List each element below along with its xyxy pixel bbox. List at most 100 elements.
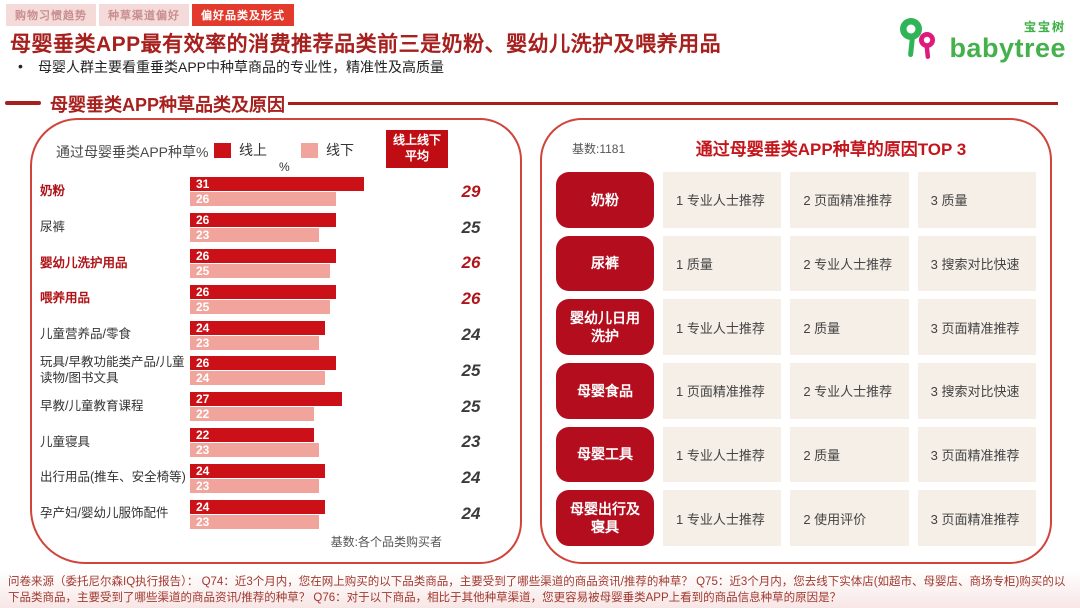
category-pill: 奶粉 — [556, 172, 654, 228]
reason-row: 母婴出行及 寝具 1 专业人士推荐 2 使用评价 3 页面精准推荐 — [556, 490, 1036, 547]
section-header: 母婴垂类APP种草品类及原因 — [0, 90, 1080, 116]
reason-cell: 3 页面精准推荐 — [917, 426, 1036, 483]
online-bar: 24 — [190, 499, 325, 514]
offline-bar: 23 — [190, 442, 320, 457]
babytree-logo-icon — [900, 18, 936, 59]
reason-cell: 1 页面精准推荐 — [663, 363, 782, 419]
reason-cell: 2 专业人士推荐 — [790, 235, 909, 292]
category-pill: 母婴工具 — [556, 426, 654, 483]
chart-row: 玩具/早教功能类产品/儿童读物/图书文具 26 24 25 — [40, 353, 514, 389]
legend-online-label: 线上 — [239, 142, 267, 158]
section-title: 母婴垂类APP种草品类及原因 — [50, 95, 286, 115]
offline-value: 23 — [196, 228, 210, 243]
offline-value: 25 — [196, 299, 210, 314]
category-label: 尿裤 — [40, 219, 66, 234]
offline-bar: 26 — [190, 192, 336, 207]
online-value: 22 — [196, 427, 210, 442]
reason-row: 尿裤 1 质量 2 专业人士推荐 3 搜索对比快速 — [556, 235, 1036, 292]
offline-bar: 23 — [190, 335, 320, 350]
online-bar: 24 — [190, 320, 325, 335]
offline-bar: 23 — [190, 514, 320, 529]
offline-bar: 23 — [190, 228, 320, 243]
online-value: 27 — [196, 392, 210, 407]
bar-group: 22 23 — [190, 427, 440, 457]
bullet-dot: • — [18, 58, 23, 74]
offline-bar: 24 — [190, 371, 325, 386]
online-value: 26 — [196, 356, 210, 371]
average-value: 24 — [461, 325, 481, 345]
offline-value: 24 — [196, 371, 210, 386]
bar-group: 27 22 — [190, 392, 440, 422]
online-bar: 27 — [190, 392, 342, 407]
online-value: 26 — [196, 248, 210, 263]
reason-cell: 2 质量 — [790, 426, 909, 483]
offline-value: 23 — [196, 478, 210, 493]
category-label: 喂养用品 — [40, 291, 91, 306]
online-bar: 24 — [190, 463, 325, 478]
offline-bar: 23 — [190, 478, 320, 493]
chart-row: 儿童寝具 22 23 23 — [40, 425, 514, 461]
chart-row: 早教/儿童教育课程 27 22 25 — [40, 389, 514, 425]
bar-group: 24 23 — [190, 499, 440, 529]
chart-row: 喂养用品 26 25 26 — [40, 281, 514, 317]
online-bar: 22 — [190, 427, 314, 442]
offline-swatch-icon — [301, 142, 318, 158]
offline-bar: 25 — [190, 263, 331, 278]
reason-row: 婴幼儿日用 洗护 1 专业人士推荐 2 质量 3 页面精准推荐 — [556, 299, 1036, 356]
subtitle-bullet: 母婴人群主要看重垂类APP中种草商品的专业性，精准性及高质量 — [38, 59, 445, 75]
online-value: 24 — [196, 499, 210, 514]
average-column-header: 线上线下 平均 — [386, 130, 448, 168]
average-value: 25 — [461, 217, 481, 237]
average-value: 23 — [461, 432, 481, 452]
online-bar: 31 — [190, 177, 364, 192]
category-label: 奶粉 — [40, 184, 66, 199]
average-value: 24 — [461, 468, 481, 488]
offline-value: 25 — [196, 263, 210, 278]
bar-group: 24 23 — [190, 320, 440, 350]
category-pill: 母婴食品 — [556, 363, 654, 419]
legend-item-offline: 线下 — [301, 140, 354, 160]
bar-group: 31 26 — [190, 177, 440, 207]
chart-legend: 线上 线下 — [214, 140, 354, 160]
category-label: 出行用品(推车、安全椅等) — [40, 470, 186, 485]
tab-3[interactable]: 偏好品类及形式 — [192, 4, 294, 26]
chart-row: 尿裤 26 23 25 — [40, 210, 514, 246]
chart-row: 孕产妇/婴幼儿服饰配件 24 23 24 — [40, 496, 514, 532]
bar-group: 26 23 — [190, 213, 440, 243]
source-footnote: 问卷来源（委托尼尔森IQ执行报告）： Q74：近3个月内，您在网上购买的以下品类… — [0, 570, 1080, 608]
chart-row: 奶粉 31 26 29 — [40, 174, 514, 210]
offline-value: 26 — [196, 192, 210, 207]
average-value: 24 — [461, 504, 481, 524]
reason-cell: 1 专业人士推荐 — [663, 299, 782, 356]
online-value: 24 — [196, 463, 210, 478]
average-value: 29 — [461, 181, 481, 201]
online-value: 26 — [196, 284, 210, 299]
category-label: 儿童寝具 — [40, 434, 91, 449]
reason-cell: 3 搜索对比快速 — [917, 235, 1036, 292]
tab-2[interactable]: 种草渠道偏好 — [99, 4, 189, 26]
reason-cell: 2 页面精准推荐 — [790, 172, 909, 228]
category-pill: 尿裤 — [556, 235, 654, 292]
average-value: 25 — [461, 396, 481, 416]
online-bar: 26 — [190, 284, 336, 299]
page-title: 母婴垂类APP最有效率的消费推荐品类前三是奶粉、婴幼儿洗护及喂养用品 — [10, 33, 722, 56]
tabs: 购物习惯趋势 种草渠道偏好 偏好品类及形式 — [6, 4, 294, 26]
reason-cell: 2 质量 — [790, 299, 909, 356]
online-bar: 26 — [190, 248, 336, 263]
logo-en-text: babytree — [949, 33, 1066, 63]
babytree-wordmark: 宝宝树 babytree — [949, 21, 1066, 62]
legend-item-online: 线上 — [214, 140, 267, 160]
bar-group: 26 25 — [190, 284, 440, 314]
category-label: 孕产妇/婴幼儿服饰配件 — [40, 506, 169, 521]
tab-1[interactable]: 购物习惯趋势 — [6, 4, 96, 26]
chart-row: 儿童营养品/零食 24 23 24 — [40, 317, 514, 353]
section-line — [288, 102, 1058, 105]
reason-cell: 3 质量 — [917, 172, 1036, 228]
category-label: 早教/儿童教育课程 — [40, 398, 144, 413]
offline-value: 22 — [196, 407, 210, 422]
offline-value: 23 — [196, 442, 210, 457]
average-value: 25 — [461, 360, 481, 380]
chart-panel: 通过母婴垂类APP种草% 线上 线下 % 线上线下 平均 奶粉 31 26 29 尿裤 2… — [30, 118, 522, 564]
reasons-panel: 基数:1181 通过母婴垂类APP种草的原因TOP 3 奶粉 1 专业人士推荐 2 … — [540, 118, 1052, 564]
offline-value: 23 — [196, 514, 210, 529]
